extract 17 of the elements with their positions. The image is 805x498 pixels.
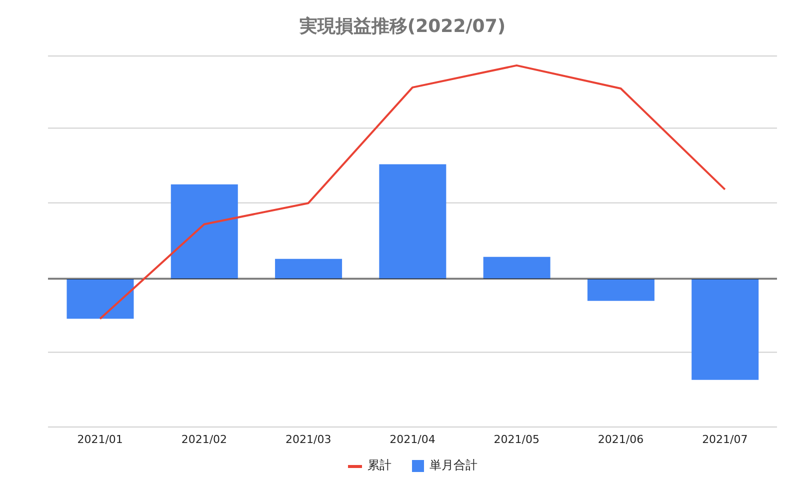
bar xyxy=(170,184,238,279)
x-tick-label: 2021/04 xyxy=(390,432,436,446)
x-tick-label: 2021/06 xyxy=(598,432,644,446)
x-tick-label: 2021/07 xyxy=(702,432,748,446)
legend-label: 単月合計 xyxy=(428,457,478,474)
chart-title: 実現損益推移(2022/07) xyxy=(298,15,507,39)
bar xyxy=(483,256,550,279)
legend-label: 累計 xyxy=(366,457,392,474)
x-tick-label: 2021/05 xyxy=(494,432,540,446)
bar xyxy=(587,278,654,301)
bar xyxy=(379,164,446,279)
bar xyxy=(66,278,134,319)
bar xyxy=(692,278,759,380)
x-tick-label: 2021/03 xyxy=(286,432,332,446)
bar xyxy=(275,258,342,279)
x-tick-label: 2021/01 xyxy=(77,432,123,446)
x-tick-label: 2021/02 xyxy=(181,432,228,446)
